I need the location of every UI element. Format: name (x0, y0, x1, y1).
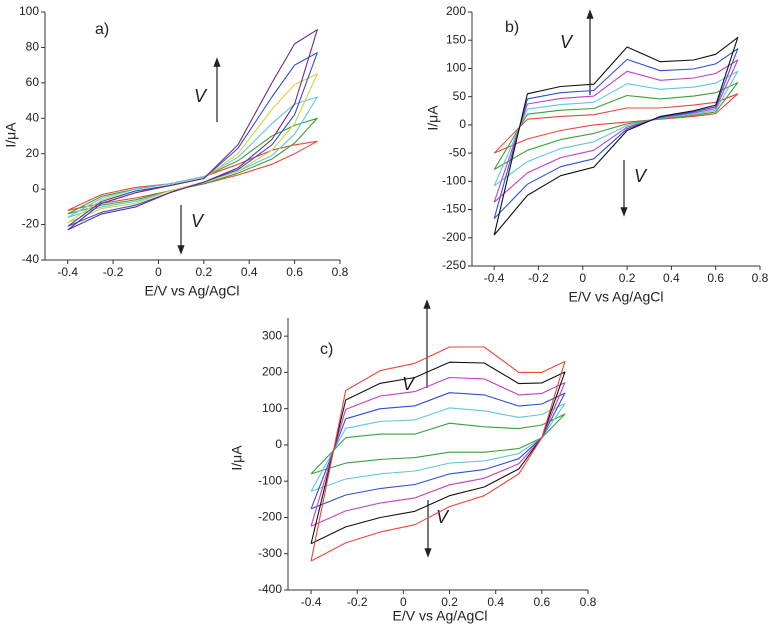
y-tick-label: 100 (19, 4, 39, 18)
y-tick-label: -40 (22, 252, 40, 266)
x-tick-label: 0.4 (663, 271, 680, 285)
annotation: V (560, 32, 574, 52)
y-tick-label: -250 (442, 258, 466, 272)
x-axis-title: E/V vs Ag/AgCl (569, 289, 664, 305)
y-tick-label: 20 (26, 146, 40, 160)
cv-curve (493, 82, 739, 170)
x-tick-label: -0.4 (57, 265, 78, 279)
y-tick-label: 100 (262, 401, 282, 415)
y-tick-label: 0 (32, 181, 39, 195)
x-tick-label: 0 (579, 271, 586, 285)
y-tick-label: 0 (275, 437, 282, 451)
y-axis-title: I/μA (229, 445, 245, 471)
panel-label: a) (95, 21, 109, 38)
cv-curve (310, 361, 566, 545)
cv-curve (493, 93, 739, 154)
y-axis-title: I/μA (425, 105, 441, 131)
x-tick-label: 0.8 (580, 595, 597, 609)
y-tick-label: 150 (446, 32, 466, 46)
y-tick-label: 200 (262, 365, 282, 379)
cv-curve (493, 70, 739, 187)
x-tick-label: 0.8 (332, 265, 349, 279)
cv-curve (67, 117, 318, 215)
y-tick-label: -200 (258, 510, 282, 524)
y-tick-label: -50 (449, 145, 467, 159)
x-tick-label: -0.4 (484, 271, 505, 285)
y-tick-label: -300 (258, 546, 282, 560)
cv-curve (310, 413, 566, 475)
annotation: V (402, 374, 416, 394)
x-tick-label: 0.6 (534, 595, 551, 609)
cv-curve (493, 59, 739, 203)
x-tick-label: 0.2 (619, 271, 636, 285)
x-tick-label: -0.2 (103, 265, 124, 279)
y-axis-title: I/μA (3, 122, 19, 148)
panel: -250 -200 -150 -100 -50 0 50 100 150 200 -0.4 -0.2 0… (425, 4, 769, 305)
cv-curve (493, 36, 739, 236)
panel-label: c) (320, 341, 333, 358)
arrows (177, 9, 628, 558)
annotation: V (634, 166, 648, 186)
x-tick-label: -0.2 (347, 595, 368, 609)
x-tick-label: 0 (155, 265, 162, 279)
x-axis-title: E/V vs Ag/AgCl (393, 608, 488, 624)
y-tick-label: 200 (446, 4, 466, 18)
x-tick-label: 0 (400, 595, 407, 609)
x-tick-label: 0.8 (752, 271, 769, 285)
y-tick-label: 0 (459, 117, 466, 131)
y-tick-label: 60 (26, 75, 40, 89)
x-tick-label: 0.6 (286, 265, 303, 279)
x-tick-label: 0.4 (487, 595, 504, 609)
cv-curve (67, 52, 318, 227)
cv-curve (493, 48, 739, 219)
panel-label: b) (505, 19, 519, 36)
cv-curve (310, 403, 566, 492)
x-tick-label: 0.6 (707, 271, 724, 285)
cv-curve (67, 29, 318, 231)
y-tick-label: 40 (26, 110, 40, 124)
y-tick-label: -100 (258, 473, 282, 487)
y-tick-label: -150 (442, 202, 466, 216)
cv-curve (310, 392, 566, 510)
cv-curve (310, 376, 566, 527)
annotation: V (191, 211, 205, 231)
y-tick-label: -20 (22, 217, 40, 231)
x-tick-label: 0.4 (241, 265, 258, 279)
panel: -400 -300 -200 -100 0 100 200 300 -0.4 -0.2 0 0.2 0.… (229, 318, 597, 624)
cv-curve (67, 96, 318, 219)
x-tick-label: -0.4 (301, 595, 322, 609)
y-tick-label: 100 (446, 61, 466, 75)
y-tick-label: -200 (442, 230, 466, 244)
cv-curve (310, 346, 566, 562)
y-tick-label: 50 (453, 89, 467, 103)
panel: -40 -20 0 20 40 60 80 100 -0.4 -0.2 0 0.2 0.4 0.6 0.8 E… (3, 4, 349, 299)
y-tick-label: -100 (442, 174, 466, 188)
y-tick-label: -400 (258, 582, 282, 596)
annotation: V (194, 86, 208, 106)
x-tick-label: 0.2 (196, 265, 213, 279)
y-tick-label: 300 (262, 328, 282, 342)
cv-curve (67, 140, 318, 211)
y-tick-label: 80 (26, 40, 40, 54)
x-tick-label: -0.2 (528, 271, 549, 285)
x-tick-label: 0.2 (441, 595, 458, 609)
x-axis-title: E/V vs Ag/AgCl (145, 283, 240, 299)
